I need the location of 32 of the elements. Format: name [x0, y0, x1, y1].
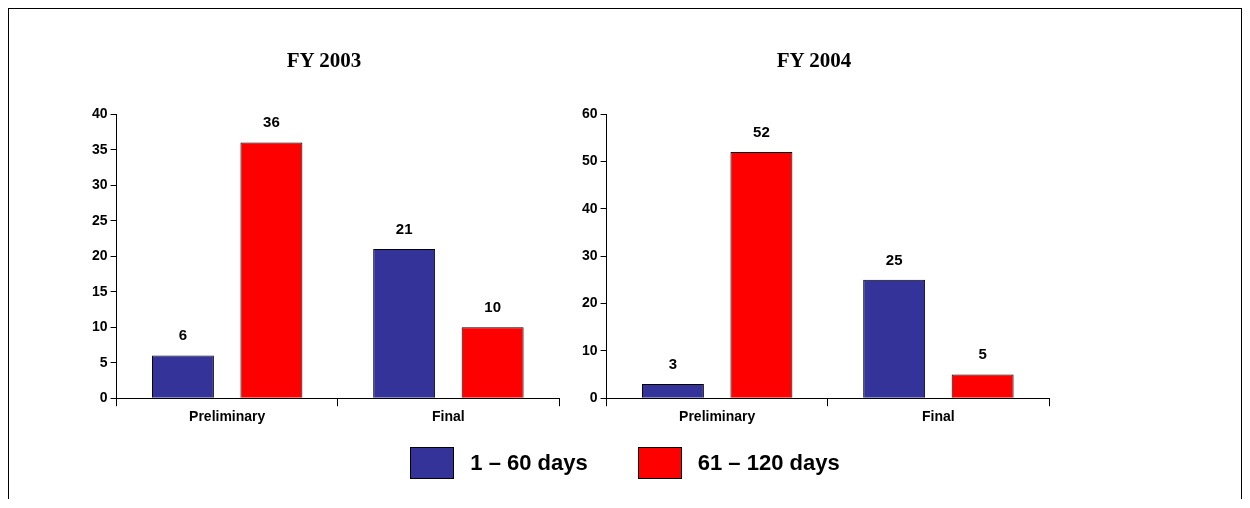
y-tick-label: 0	[99, 389, 108, 406]
data-label: 25	[885, 250, 903, 268]
y-tick-label: 35	[91, 140, 108, 157]
y-tick-label: 40	[581, 199, 598, 216]
legend-label: 61 – 120 days	[697, 450, 840, 476]
y-tick-label: 0	[589, 389, 598, 406]
y-tick-label: 25	[91, 211, 108, 228]
y-tick-label: 20	[581, 294, 598, 311]
legend-label: 1 – 60 days	[470, 450, 588, 476]
y-tick-label: 50	[581, 152, 598, 169]
y-tick-label: 60	[581, 105, 598, 122]
y-tick-label: 15	[91, 282, 108, 299]
data-label: 10	[484, 297, 501, 315]
data-label: 21	[395, 219, 413, 237]
y-tick-label: 5	[99, 353, 108, 370]
data-label: 3	[668, 354, 678, 372]
data-label: 6	[178, 326, 188, 344]
data-label: 52	[753, 122, 770, 140]
y-tick-label: 10	[581, 341, 598, 358]
y-tick-label: 20	[91, 247, 108, 264]
x-tick-label: Preliminary	[189, 408, 266, 425]
y-tick-label: 40	[91, 105, 108, 122]
data-label: 5	[978, 345, 987, 363]
y-tick-label: 30	[581, 247, 598, 264]
x-tick-label: Preliminary	[679, 408, 756, 425]
chart-title: FY 2004	[776, 48, 852, 73]
chart-title: FY 2003	[286, 48, 362, 73]
x-tick-label: Final	[922, 408, 955, 425]
data-label: 36	[263, 113, 280, 131]
x-tick-label: Final	[432, 408, 465, 425]
y-tick-label: 30	[91, 176, 108, 193]
y-tick-label: 10	[91, 318, 108, 335]
